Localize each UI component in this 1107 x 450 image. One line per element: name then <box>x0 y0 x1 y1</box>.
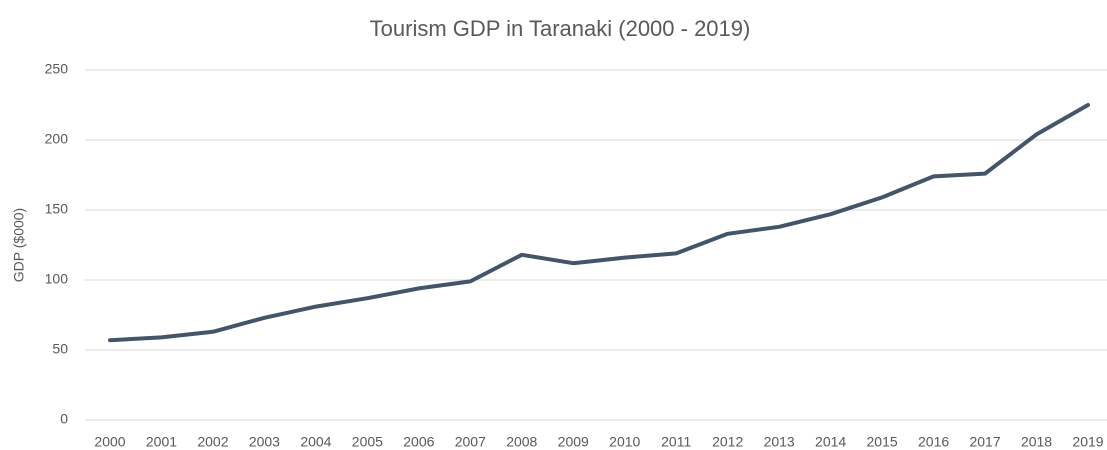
x-tick-label: 2000 <box>94 434 125 450</box>
x-tick-label: 2014 <box>815 434 846 450</box>
x-tick-label: 2015 <box>867 434 898 450</box>
x-tick-label: 2011 <box>661 434 691 450</box>
x-tick-label: 2012 <box>712 434 743 450</box>
chart-title: Tourism GDP in Taranaki (2000 - 2019) <box>370 16 751 41</box>
y-tick-label: 0 <box>60 411 68 427</box>
y-tick-label: 150 <box>45 201 69 217</box>
x-tick-label: 2002 <box>197 434 228 450</box>
x-tick-label: 2013 <box>764 434 795 450</box>
y-tick-label: 100 <box>45 271 69 287</box>
x-tick-label: 2004 <box>300 434 331 450</box>
x-tick-label: 2017 <box>969 434 1000 450</box>
x-tick-label: 2007 <box>455 434 486 450</box>
x-tick-label: 2016 <box>918 434 949 450</box>
y-tick-label: 250 <box>45 61 69 77</box>
x-tick-label: 2003 <box>249 434 280 450</box>
x-tick-label: 2008 <box>506 434 537 450</box>
data-line <box>108 103 1090 343</box>
y-tick-label: 50 <box>52 341 68 357</box>
y-tick-label: 200 <box>45 131 69 147</box>
x-tick-label: 2019 <box>1072 434 1103 450</box>
x-tick-label: 2018 <box>1021 434 1052 450</box>
y-axis-label: GDP ($000) <box>11 208 27 282</box>
x-tick-label: 2006 <box>403 434 434 450</box>
x-tick-label: 2001 <box>146 434 177 450</box>
x-tick-label: 2005 <box>352 434 383 450</box>
x-tick-label: 2009 <box>558 434 589 450</box>
x-tick-label: 2010 <box>609 434 640 450</box>
